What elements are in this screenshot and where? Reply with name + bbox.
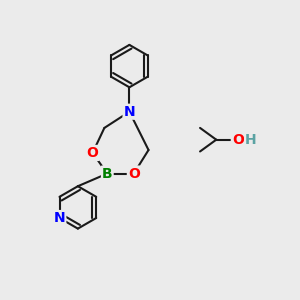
Text: B: B — [102, 167, 112, 181]
Text: N: N — [124, 105, 135, 119]
Text: O: O — [87, 146, 98, 160]
Text: N: N — [54, 211, 65, 225]
Text: O: O — [128, 167, 140, 181]
Text: O: O — [232, 133, 244, 147]
Text: H: H — [245, 133, 257, 147]
